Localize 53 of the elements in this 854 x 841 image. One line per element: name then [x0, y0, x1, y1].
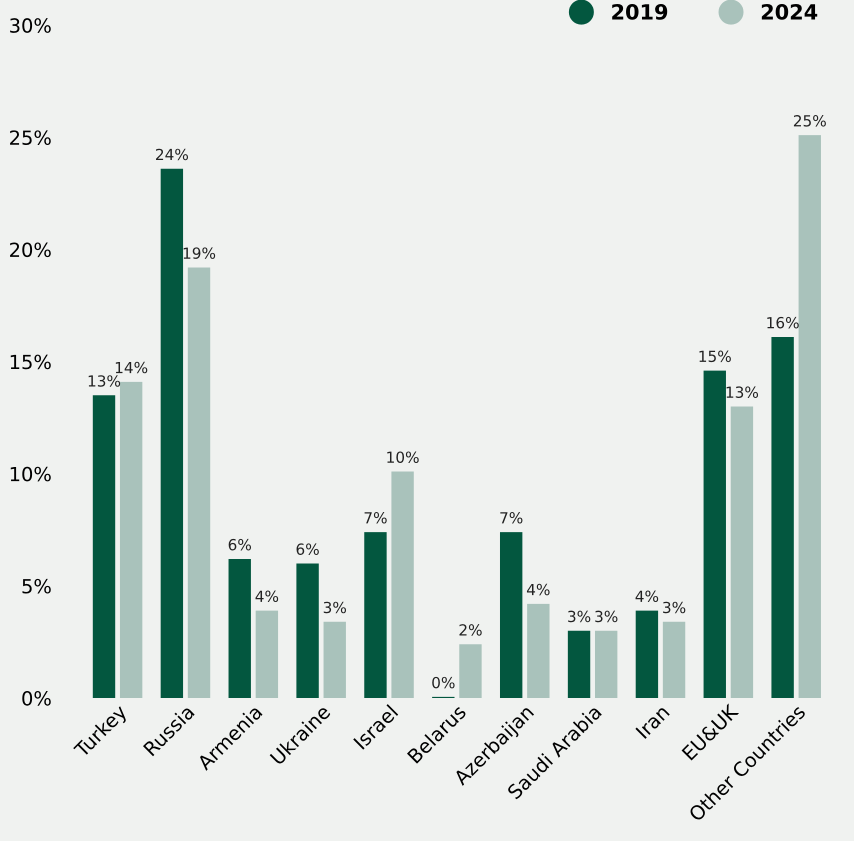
bar [798, 135, 821, 698]
bar [324, 622, 346, 698]
bar [160, 168, 184, 698]
y-tick-label: 0% [22, 690, 51, 706]
bar [500, 532, 522, 698]
bar [568, 630, 590, 698]
bar [771, 336, 794, 698]
data-label: 2% [459, 624, 482, 636]
y-tick-label: 30% [10, 18, 51, 33]
data-label: 3% [595, 610, 618, 622]
data-label: 10% [387, 451, 419, 464]
data-label: 4% [636, 590, 658, 602]
data-label: 14% [116, 362, 148, 374]
data-label: 6% [296, 543, 319, 555]
bar [662, 622, 686, 698]
data-label: 6% [228, 538, 252, 550]
bar [730, 406, 754, 698]
bar [228, 558, 251, 698]
bar [296, 563, 319, 698]
legend-label: 2024 [762, 4, 818, 20]
data-label: 13% [726, 386, 758, 398]
data-label: 7% [500, 512, 522, 524]
bar [636, 610, 658, 698]
y-tick-label: 10% [10, 466, 51, 482]
y-tick-label: 15% [10, 354, 51, 370]
data-label: 4% [526, 584, 550, 596]
bar [92, 395, 116, 698]
legend-label: 2019 [612, 4, 668, 20]
y-tick-label: 20% [10, 242, 51, 258]
data-label: 25% [794, 115, 826, 127]
data-label: 3% [568, 610, 590, 622]
bar [459, 644, 482, 698]
x-tick-label: Iran [635, 704, 670, 740]
bar [704, 370, 726, 698]
data-label: 13% [88, 375, 120, 387]
bar [594, 630, 618, 698]
data-label: 19% [184, 247, 216, 259]
bar [120, 382, 142, 698]
y-tick-label: 5% [22, 578, 51, 594]
data-label: 4% [256, 590, 278, 602]
data-label: 0% [432, 676, 455, 688]
y-tick-label: 25% [10, 130, 51, 146]
data-label: 16% [767, 316, 799, 328]
bar [391, 472, 414, 698]
bar [527, 604, 550, 698]
bar [256, 610, 278, 698]
bar [364, 532, 387, 698]
data-label: 24% [156, 148, 188, 160]
data-label: 15% [699, 350, 731, 362]
bar [188, 267, 210, 698]
data-label: 7% [364, 512, 387, 524]
data-label: 3% [663, 602, 686, 614]
data-label: 3% [324, 602, 346, 614]
